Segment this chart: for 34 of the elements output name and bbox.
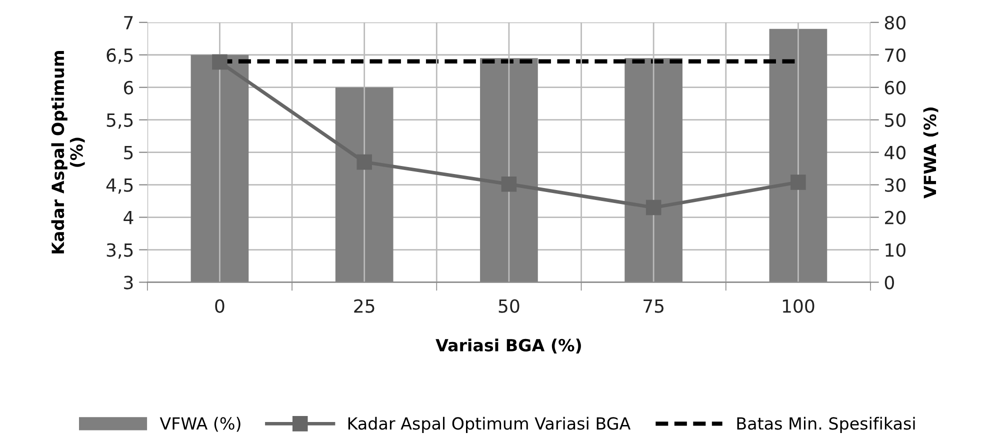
y2-tick-label: 70 [885, 48, 906, 62]
y-tick-label: 3,5 [106, 243, 133, 259]
y-tick-label: 5,5 [106, 114, 133, 129]
y2-tick-label: 50 [885, 113, 906, 127]
y2-tick-label: 30 [885, 178, 906, 192]
y2-tick-label: 40 [884, 146, 906, 160]
point [501, 176, 517, 192]
point [646, 200, 662, 216]
x-tick-label: 50 [498, 299, 520, 313]
x-tick-label: 100 [782, 299, 814, 313]
x-tick-label: 75 [644, 299, 664, 313]
x-tick-label: 0 [215, 299, 224, 313]
legend-label: Batas Min. Spesifikasi [737, 416, 915, 433]
legend-label: VFWA (%) [160, 416, 240, 432]
y-axis-title: Kadar Aspal Optimum (%) [51, 51, 85, 254]
x-axis-title: Variasi BGA (%) [436, 338, 581, 354]
y-tick-label: 3 [124, 276, 133, 290]
point [212, 54, 228, 70]
y-tick-label: 6 [124, 80, 134, 94]
y2-tick-label: 10 [886, 243, 906, 257]
y2-axis-title: VFWA (%) [923, 107, 938, 199]
y-tick-label: 5 [124, 146, 133, 160]
point [356, 154, 372, 170]
y2-tick-label: 0 [884, 276, 894, 290]
y-tick-label: 4 [124, 210, 134, 224]
y-tick-label: 7 [124, 16, 133, 30]
y2-tick-label: 60 [884, 80, 906, 94]
y-tick-label: 4,5 [106, 178, 133, 194]
y2-tick-label: 80 [884, 16, 906, 30]
y-tick-label: 6,5 [106, 48, 133, 64]
legend-label: Kadar Aspal Optimum Variasi BGA [348, 416, 631, 433]
x-tick-label: 25 [354, 299, 374, 313]
y2-tick-label: 20 [885, 210, 906, 224]
point [790, 174, 806, 190]
